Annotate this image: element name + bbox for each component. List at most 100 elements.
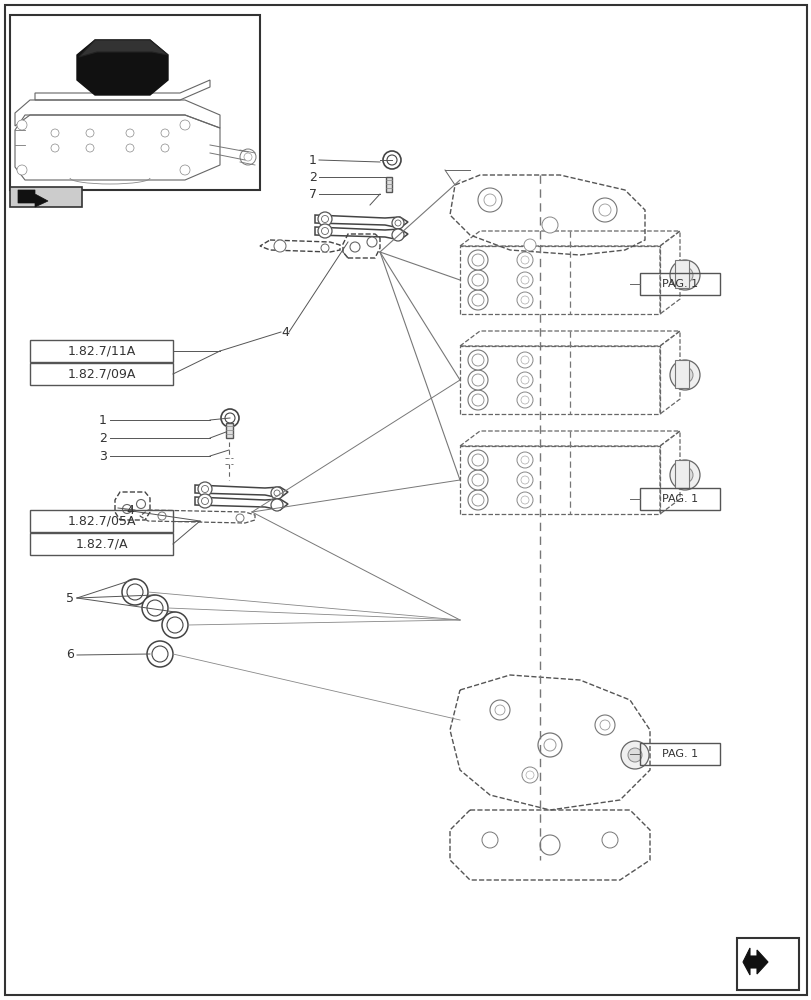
Bar — [674, 360, 689, 388]
Circle shape — [51, 144, 59, 152]
Text: 2: 2 — [309, 171, 316, 184]
Circle shape — [601, 832, 617, 848]
Bar — [639, 743, 719, 765]
Circle shape — [521, 256, 528, 264]
Circle shape — [517, 352, 532, 368]
Circle shape — [320, 244, 328, 252]
Circle shape — [517, 372, 532, 388]
Text: 1.82.7/A: 1.82.7/A — [75, 538, 127, 550]
Circle shape — [383, 151, 401, 169]
Circle shape — [467, 290, 487, 310]
Circle shape — [161, 144, 169, 152]
Circle shape — [273, 490, 280, 496]
Circle shape — [521, 356, 528, 364]
Circle shape — [201, 497, 208, 504]
Circle shape — [676, 467, 692, 483]
Circle shape — [526, 771, 534, 779]
Bar — [10, 187, 82, 207]
Circle shape — [367, 237, 376, 247]
Bar — [639, 488, 719, 510]
Circle shape — [471, 254, 483, 266]
Circle shape — [489, 700, 509, 720]
Text: PAG. 1: PAG. 1 — [661, 279, 697, 289]
Circle shape — [467, 350, 487, 370]
Circle shape — [142, 595, 168, 621]
Circle shape — [86, 144, 94, 152]
Circle shape — [478, 188, 501, 212]
Circle shape — [627, 748, 642, 762]
Circle shape — [158, 512, 165, 520]
Text: PAG. 1: PAG. 1 — [661, 749, 697, 759]
Circle shape — [467, 450, 487, 470]
Circle shape — [471, 494, 483, 506]
Circle shape — [271, 499, 283, 511]
Circle shape — [467, 470, 487, 490]
Circle shape — [517, 252, 532, 268]
Text: 3: 3 — [99, 450, 107, 462]
Text: 1: 1 — [99, 414, 107, 426]
Circle shape — [318, 212, 332, 226]
Circle shape — [394, 220, 401, 226]
Circle shape — [523, 239, 535, 251]
Circle shape — [387, 155, 397, 165]
Circle shape — [321, 216, 328, 223]
Circle shape — [225, 413, 234, 423]
Circle shape — [517, 272, 532, 288]
Circle shape — [243, 153, 251, 161]
Circle shape — [495, 705, 504, 715]
Circle shape — [126, 129, 134, 137]
Circle shape — [669, 260, 699, 290]
Circle shape — [162, 612, 188, 638]
Circle shape — [521, 476, 528, 484]
Circle shape — [136, 499, 145, 508]
Text: 1: 1 — [309, 154, 316, 167]
Bar — [30, 363, 173, 385]
Circle shape — [521, 767, 538, 783]
Circle shape — [167, 617, 182, 633]
Text: 2: 2 — [99, 432, 107, 444]
Polygon shape — [742, 948, 767, 975]
Circle shape — [240, 149, 255, 165]
Circle shape — [273, 240, 285, 252]
Circle shape — [471, 294, 483, 306]
Circle shape — [594, 715, 614, 735]
Circle shape — [471, 394, 483, 406]
Circle shape — [198, 494, 212, 508]
Bar — [385, 177, 392, 192]
Text: 4: 4 — [281, 326, 289, 338]
Circle shape — [467, 370, 487, 390]
Circle shape — [161, 129, 169, 137]
Circle shape — [521, 456, 528, 464]
Circle shape — [467, 390, 487, 410]
Polygon shape — [77, 40, 168, 95]
Circle shape — [127, 584, 143, 600]
Bar — [639, 273, 719, 295]
Circle shape — [321, 228, 328, 235]
Circle shape — [147, 600, 163, 616]
Bar — [674, 460, 689, 488]
Circle shape — [521, 296, 528, 304]
Circle shape — [467, 250, 487, 270]
Bar — [30, 340, 173, 362]
Polygon shape — [79, 40, 168, 57]
Circle shape — [86, 129, 94, 137]
Circle shape — [318, 224, 332, 238]
Circle shape — [122, 504, 131, 514]
Circle shape — [471, 354, 483, 366]
Circle shape — [517, 472, 532, 488]
Circle shape — [471, 374, 483, 386]
Circle shape — [221, 409, 238, 427]
Circle shape — [471, 274, 483, 286]
Bar — [30, 510, 173, 532]
Circle shape — [180, 165, 190, 175]
Circle shape — [471, 454, 483, 466]
Bar — [10, 15, 260, 190]
Circle shape — [599, 204, 610, 216]
Circle shape — [467, 270, 487, 290]
Bar — [225, 423, 233, 438]
Circle shape — [392, 229, 404, 241]
Circle shape — [467, 490, 487, 510]
Bar — [674, 260, 689, 288]
Circle shape — [198, 482, 212, 496]
Circle shape — [669, 360, 699, 390]
